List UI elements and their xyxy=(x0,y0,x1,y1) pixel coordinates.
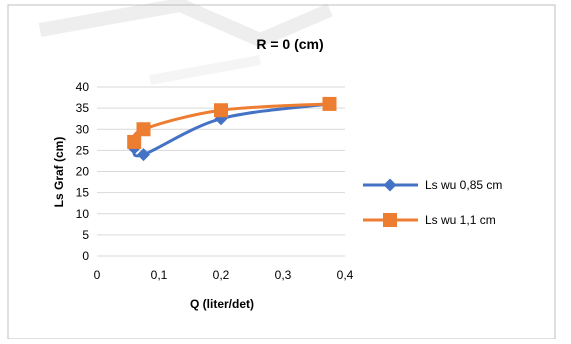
legend-entry: Ls wu 0,85 cm xyxy=(363,178,502,192)
y-axis-label: Ls Graf (cm) xyxy=(52,137,66,208)
x-tick-label: 0,3 xyxy=(275,268,292,282)
y-tick-label: 35 xyxy=(76,101,90,115)
y-tick-label: 10 xyxy=(76,207,90,221)
legend-entry: Ls wu 1,1 cm xyxy=(363,213,496,227)
legend: Ls wu 0,85 cm Ls wu 1,1 cm xyxy=(363,178,502,227)
y-tick-label: 25 xyxy=(76,143,90,157)
y-tick-label: 20 xyxy=(76,165,90,179)
chart-title: R = 0 (cm) xyxy=(256,36,323,52)
y-tick-label: 40 xyxy=(76,80,90,94)
data-point xyxy=(137,148,150,162)
y-tick-labels: 0 5 10 15 20 25 30 35 40 xyxy=(76,80,90,263)
background-decoration xyxy=(38,0,333,85)
series-line xyxy=(132,102,331,144)
x-axis-label: Q (liter/det) xyxy=(190,297,254,311)
legend-label: Ls wu 0,85 cm xyxy=(425,178,502,192)
series-layer xyxy=(127,96,337,162)
legend-marker xyxy=(383,213,397,227)
y-tick-label: 0 xyxy=(82,249,89,263)
data-point xyxy=(214,103,228,118)
legend-marker xyxy=(383,178,397,192)
y-tick-label: 15 xyxy=(76,186,90,200)
y-tick-label: 5 xyxy=(82,228,89,242)
x-tick-label: 0,1 xyxy=(151,268,168,282)
y-tick-label: 30 xyxy=(76,122,90,136)
series-2 xyxy=(127,96,337,149)
data-point xyxy=(322,96,337,111)
x-tick-label: 0,4 xyxy=(337,268,354,282)
data-point xyxy=(127,134,142,149)
x-tick-label: 0,2 xyxy=(213,268,230,282)
x-tick-label: 0 xyxy=(94,268,101,282)
legend-label: Ls wu 1,1 cm xyxy=(425,213,496,227)
x-tick-labels: 0 0,1 0,2 0,3 0,4 xyxy=(94,268,354,282)
data-point xyxy=(136,122,151,137)
series-line xyxy=(132,102,331,158)
